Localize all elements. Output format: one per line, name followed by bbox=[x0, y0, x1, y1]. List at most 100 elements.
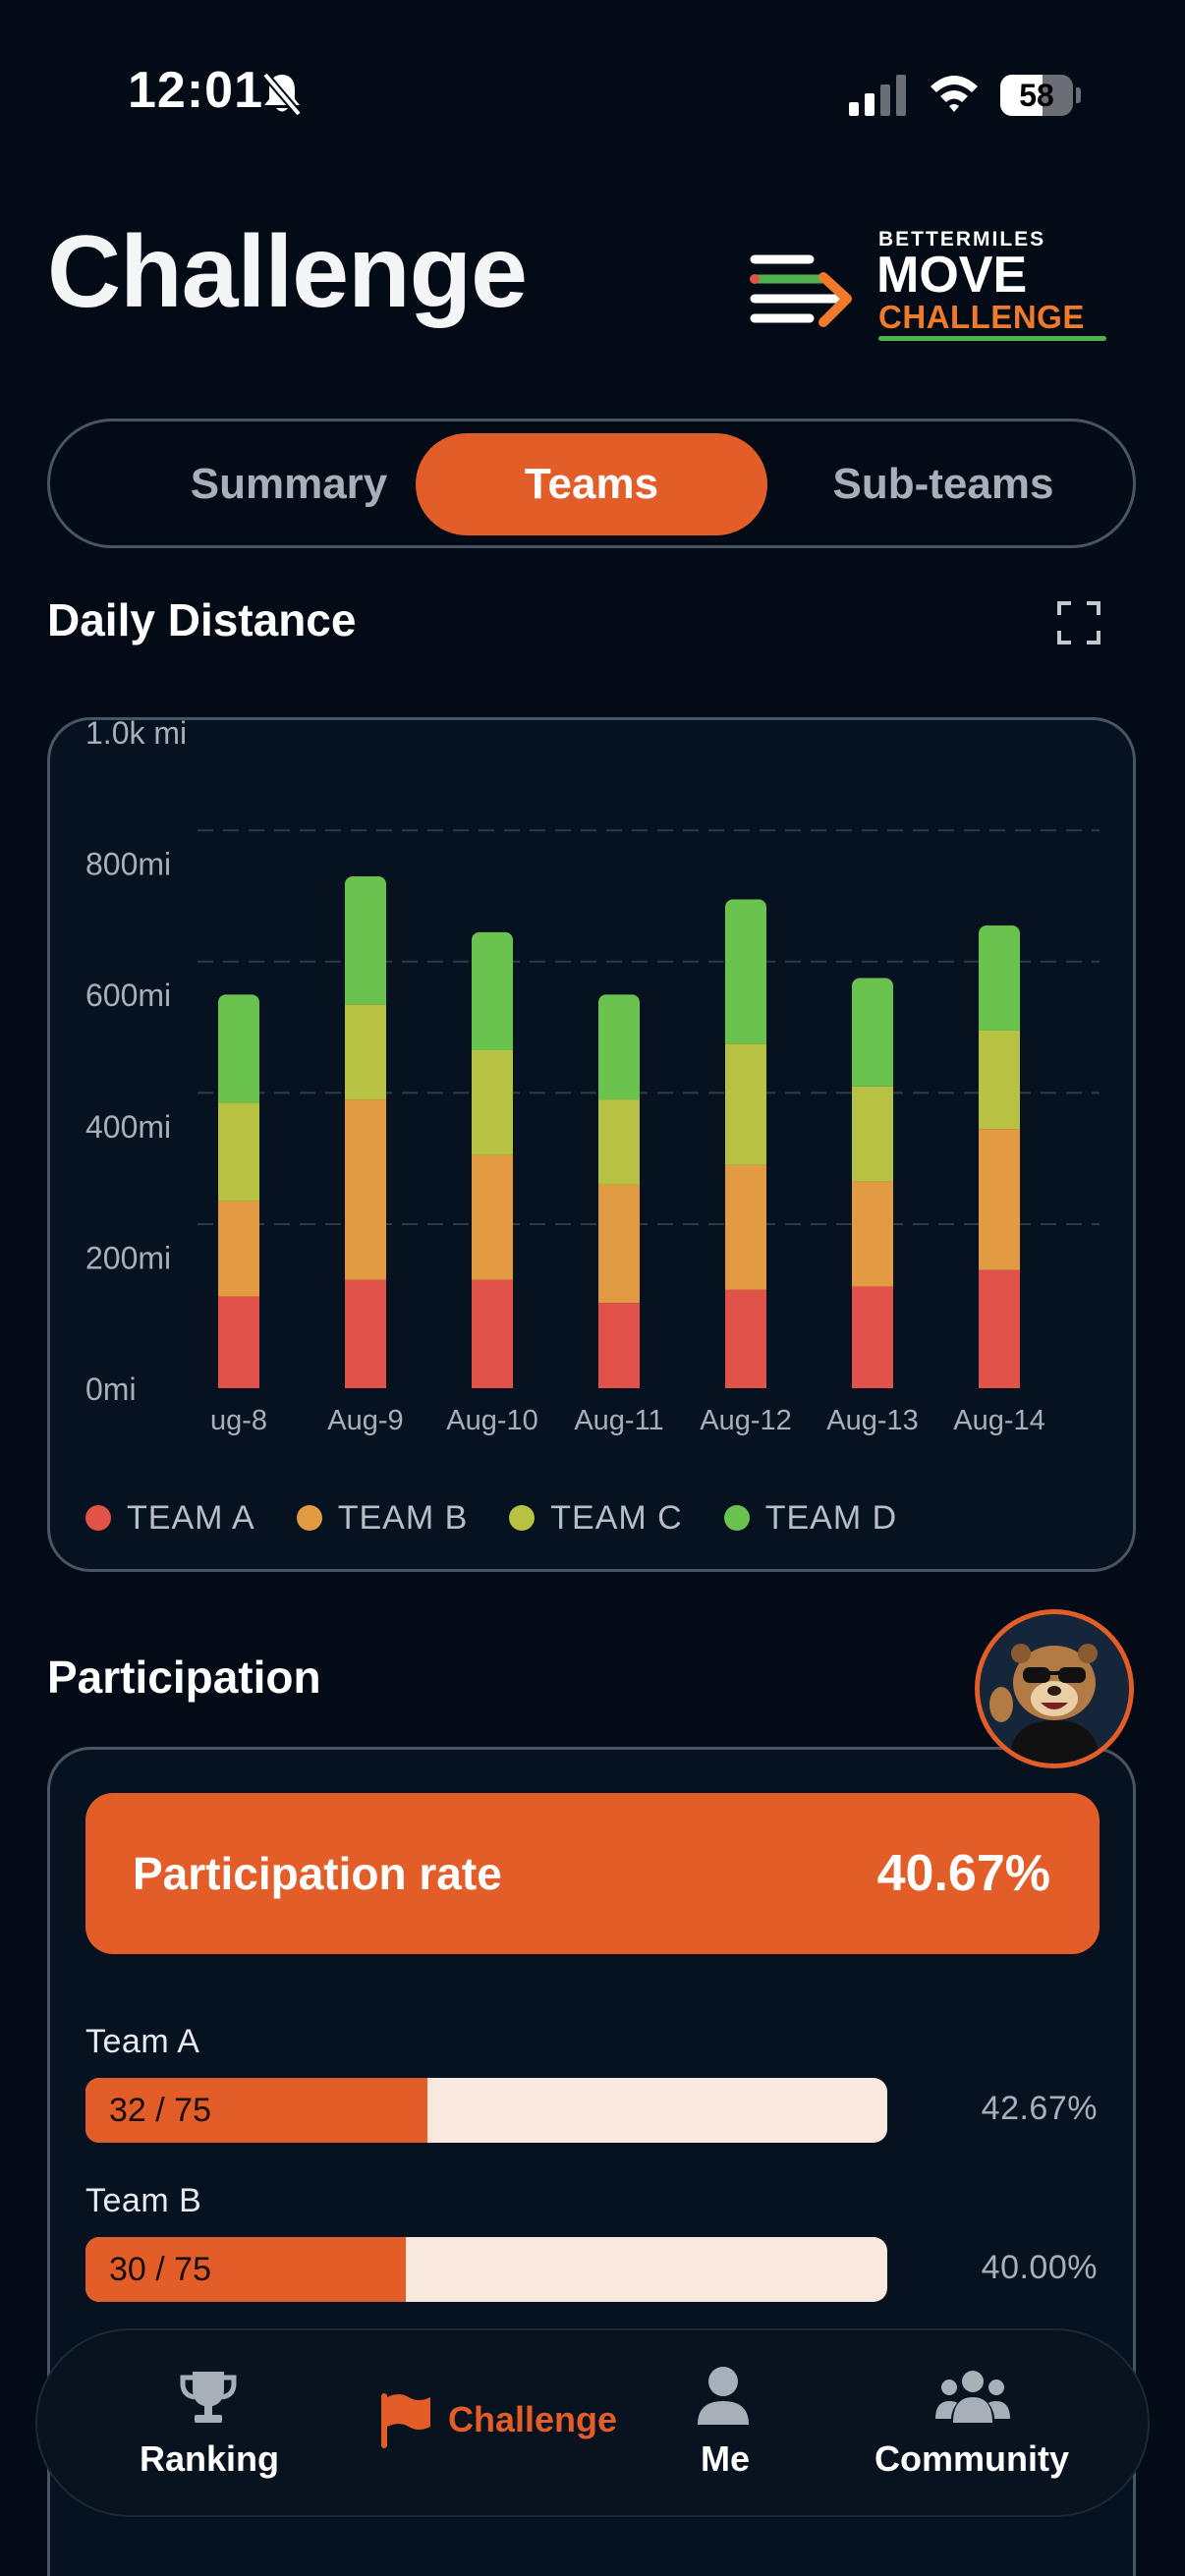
participation-bar-fill bbox=[85, 2078, 428, 2143]
participation-bar-team-a: 32 / 75 bbox=[85, 2078, 887, 2143]
x-tick-label: Aug-9 bbox=[327, 1405, 403, 1436]
bar-segment[interactable] bbox=[472, 1154, 513, 1280]
bar-segment[interactable] bbox=[725, 1289, 766, 1388]
bar-segment[interactable] bbox=[852, 1181, 893, 1287]
legend-label: TEAM A bbox=[127, 1498, 255, 1537]
x-tick-label: Aug-11 bbox=[574, 1405, 663, 1436]
bar-segment[interactable] bbox=[598, 1184, 640, 1304]
y-tick-label: 0mi bbox=[85, 1372, 137, 1407]
tab-sub-teams[interactable]: Sub-teams bbox=[832, 460, 1054, 508]
participation-bar-fill bbox=[85, 2237, 407, 2302]
mascot-avatar[interactable] bbox=[975, 1609, 1134, 1768]
bar-stack bbox=[472, 931, 513, 1388]
bar-segment[interactable] bbox=[598, 1099, 640, 1185]
trophy-icon bbox=[180, 2372, 237, 2423]
participation-rate-banner: Participation rate 40.67% bbox=[85, 1793, 1100, 1954]
logo-move-text: MOVE bbox=[876, 247, 1028, 304]
bar-segment[interactable] bbox=[598, 994, 640, 1100]
bar-segment[interactable] bbox=[218, 1201, 259, 1297]
y-tick-label: 200mi bbox=[85, 1240, 171, 1275]
bar-segment[interactable] bbox=[852, 1286, 893, 1388]
battery-nub bbox=[1076, 87, 1081, 103]
cellular-signal-icon bbox=[849, 75, 906, 116]
bar-stack bbox=[218, 994, 259, 1388]
legend-label: TEAM C bbox=[550, 1498, 683, 1537]
participation-count: 30 / 75 bbox=[109, 2251, 211, 2288]
participation-rate-label: Participation rate bbox=[133, 1848, 502, 1899]
bar-segment[interactable] bbox=[979, 1030, 1020, 1130]
legend-dot bbox=[296, 1505, 322, 1531]
bar-segment[interactable] bbox=[472, 1279, 513, 1388]
legend-dot bbox=[509, 1505, 536, 1531]
legend-item-team-d: TEAM D bbox=[723, 1498, 898, 1538]
people-icon bbox=[935, 2371, 1010, 2423]
battery-level: 58 bbox=[1019, 78, 1054, 113]
daily-distance-title: Daily Distance bbox=[47, 594, 357, 645]
legend-item-team-a: TEAM A bbox=[85, 1499, 255, 1538]
nav-label: Community bbox=[875, 2438, 1069, 2479]
bar-segment[interactable] bbox=[979, 1269, 1020, 1388]
chart-legend: TEAM A TEAM B TEAM C TEAM D bbox=[85, 1496, 938, 1540]
bar-segment[interactable] bbox=[598, 1303, 640, 1388]
bar-segment[interactable] bbox=[979, 925, 1020, 1031]
participation-bar-team-b: 30 / 75 bbox=[85, 2237, 887, 2302]
y-tick-label: 1.0k mi bbox=[85, 720, 187, 751]
bar-segment[interactable] bbox=[979, 1129, 1020, 1270]
y-tick-label: 600mi bbox=[85, 978, 171, 1013]
logo-arrow-icon bbox=[750, 254, 852, 327]
legend-label: TEAM D bbox=[764, 1498, 898, 1537]
legend-item-team-c: TEAM C bbox=[509, 1499, 682, 1538]
participation-percent: 40.00% bbox=[981, 2249, 1098, 2286]
bar-segment[interactable] bbox=[218, 1296, 259, 1388]
bar-stack bbox=[345, 875, 386, 1388]
bar-segment[interactable] bbox=[218, 994, 259, 1103]
bar-segment[interactable] bbox=[218, 1102, 259, 1202]
nav-item-me[interactable]: Me bbox=[656, 2330, 794, 2515]
nav-item-challenge[interactable]: Challenge bbox=[377, 2330, 643, 2515]
participation-count: 32 / 75 bbox=[109, 2092, 211, 2129]
bar-stack bbox=[598, 994, 640, 1388]
nav-item-community[interactable]: Community bbox=[859, 2330, 1085, 2515]
expand-icon[interactable] bbox=[1057, 601, 1100, 644]
bell-muted-icon bbox=[261, 72, 303, 117]
status-bar: 12:01 58 bbox=[0, 0, 1185, 187]
team-name: Team B bbox=[85, 2182, 202, 2219]
nav-label: Ranking bbox=[139, 2438, 279, 2479]
y-tick-label: 800mi bbox=[85, 847, 171, 882]
bar-segment[interactable] bbox=[472, 931, 513, 1050]
bar-stack bbox=[725, 899, 766, 1388]
bottom-navigation: Ranking Challenge Me bbox=[35, 2328, 1150, 2517]
otter-mascot-icon bbox=[980, 1614, 1129, 1764]
bar-segment[interactable] bbox=[725, 1164, 766, 1290]
stacked-bar-chart: 0mi 200mi 400mi 600mi 800mi 1.0k mi ug-8 Aug-9 A… bbox=[85, 720, 1100, 1436]
nav-label: Challenge bbox=[448, 2399, 618, 2439]
bar-segment[interactable] bbox=[345, 875, 386, 1005]
bar-segment[interactable] bbox=[725, 1043, 766, 1165]
x-tick-label: Aug-12 bbox=[700, 1405, 792, 1436]
tab-summary[interactable]: Summary bbox=[190, 460, 388, 508]
bar-segment[interactable] bbox=[852, 1086, 893, 1182]
bar-segment[interactable] bbox=[345, 1004, 386, 1100]
bar-segment[interactable] bbox=[852, 978, 893, 1087]
tab-teams[interactable]: Teams bbox=[416, 433, 767, 535]
legend-dot bbox=[723, 1505, 750, 1531]
nav-item-ranking[interactable]: Ranking bbox=[126, 2330, 293, 2515]
flag-icon bbox=[381, 2393, 430, 2448]
bar-stack bbox=[852, 978, 893, 1388]
bar-segment[interactable] bbox=[345, 1099, 386, 1280]
logo-challenge-text: CHALLENGE bbox=[878, 299, 1085, 335]
battery-fill bbox=[1000, 75, 1043, 116]
x-tick-label: Aug-14 bbox=[953, 1405, 1045, 1436]
logo-underline bbox=[878, 336, 1106, 341]
legend-dot bbox=[85, 1505, 111, 1531]
legend-item-team-b: TEAM B bbox=[296, 1499, 469, 1538]
x-tick-label: Aug-13 bbox=[826, 1405, 919, 1436]
bar-segment[interactable] bbox=[472, 1049, 513, 1155]
bar-segment[interactable] bbox=[345, 1279, 386, 1388]
bettermiles-logo: BETTERMILES MOVE CHALLENGE bbox=[749, 224, 1106, 352]
x-tick-label: ug-8 bbox=[210, 1405, 267, 1436]
bar-segment[interactable] bbox=[725, 899, 766, 1044]
page-title: Challenge bbox=[47, 215, 528, 329]
daily-distance-chart: 0mi 200mi 400mi 600mi 800mi 1.0k mi ug-8 Aug-9 A… bbox=[47, 717, 1136, 1572]
team-name: Team A bbox=[85, 2023, 200, 2060]
